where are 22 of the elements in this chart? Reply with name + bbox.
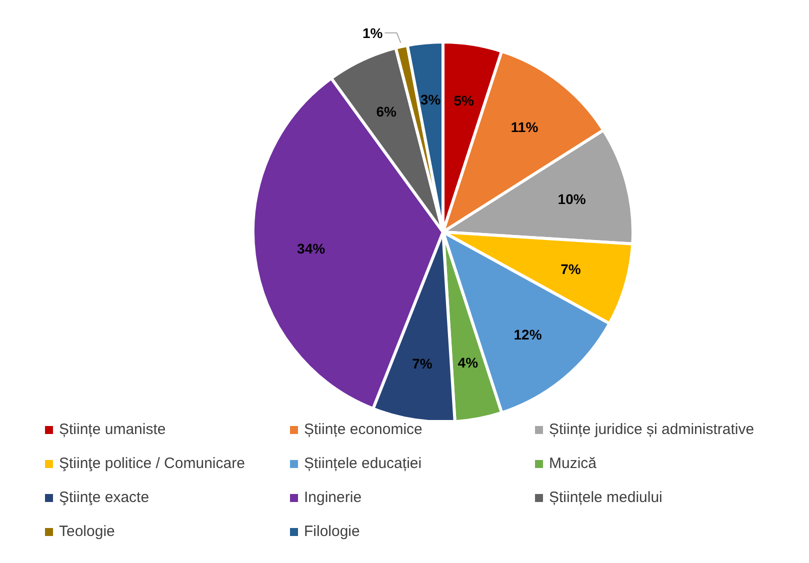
data-label: 5% bbox=[454, 92, 474, 109]
legend-label: Muzică bbox=[549, 454, 597, 474]
legend-label: Ştiinţe politice / Comunicare bbox=[59, 454, 245, 474]
legend-label: Științele educației bbox=[304, 454, 422, 474]
data-label: 7% bbox=[560, 261, 582, 278]
legend-label: Inginerie bbox=[304, 488, 362, 508]
legend-label: Teologie bbox=[59, 522, 115, 542]
legend-label: Științe economice bbox=[304, 420, 422, 440]
data-label: 12% bbox=[514, 326, 542, 342]
legend-label: Științele mediului bbox=[549, 488, 662, 508]
data-label: 10% bbox=[558, 190, 586, 207]
data-label: 3% bbox=[420, 92, 442, 108]
legend-label: Științe umaniste bbox=[59, 420, 166, 440]
data-label: 11% bbox=[510, 118, 539, 135]
legend-label: Filologie bbox=[304, 522, 360, 542]
data-label: 1% bbox=[362, 24, 384, 41]
data-label: 4% bbox=[458, 354, 479, 371]
legend-label: Ştiinţe exacte bbox=[59, 488, 150, 508]
data-label: 7% bbox=[412, 355, 433, 372]
data-label: 34% bbox=[297, 240, 326, 257]
legend-label: Științe juridice și administrative bbox=[549, 420, 754, 440]
data-label: 6% bbox=[376, 104, 398, 120]
